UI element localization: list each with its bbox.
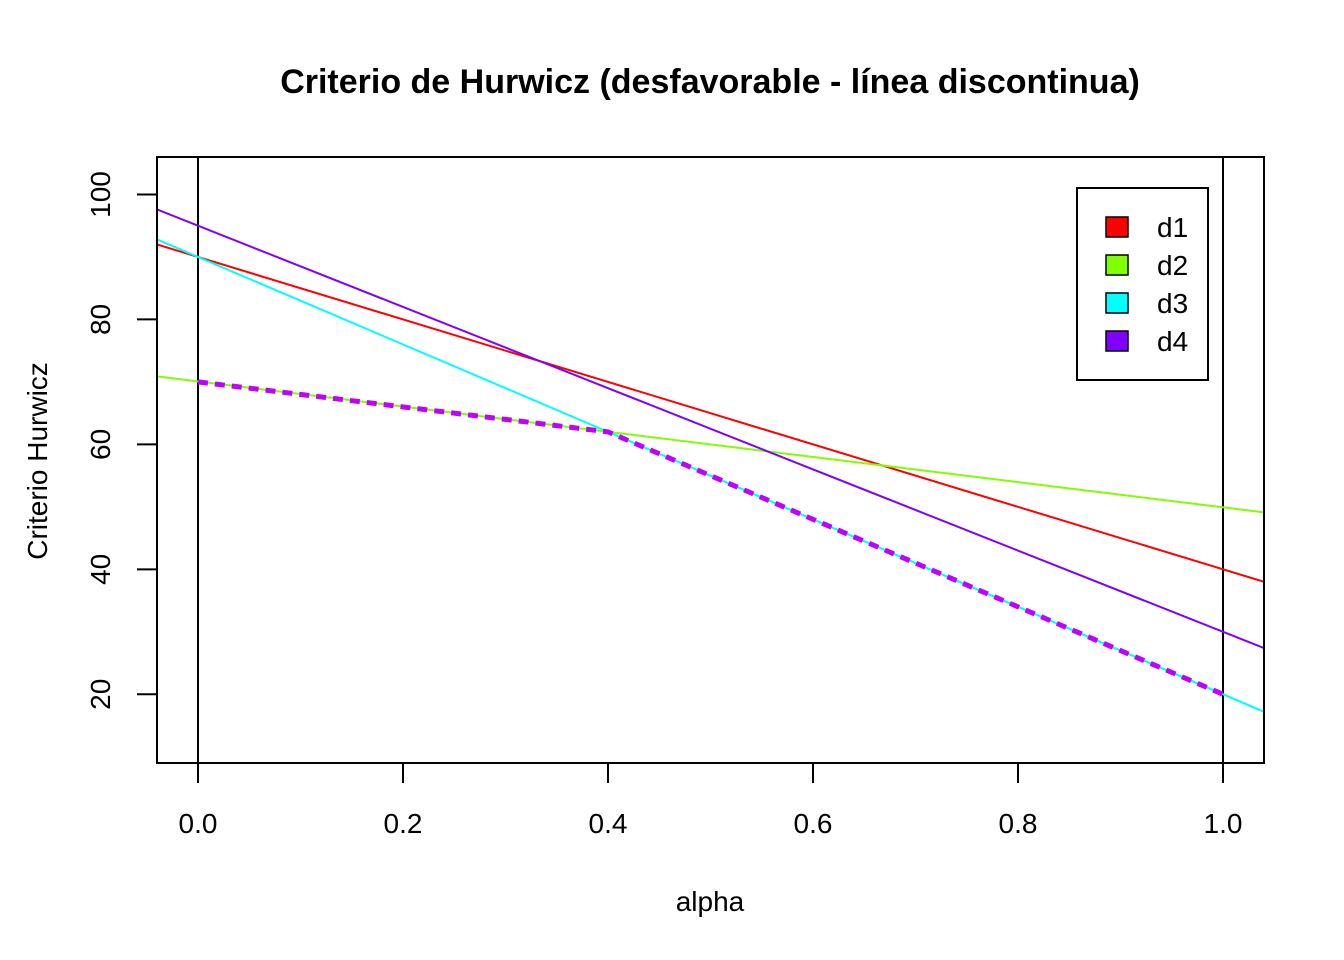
y-tick-label: 40	[85, 554, 116, 585]
x-tick-label: 1.0	[1204, 808, 1243, 839]
legend-swatch-d1	[1105, 216, 1129, 238]
y-axis-label: Criterio Hurwicz	[22, 362, 53, 560]
x-tick-label: 0.4	[589, 808, 628, 839]
y-tick-label: 100	[85, 171, 116, 218]
legend-swatch-d4	[1105, 330, 1129, 352]
y-tick-label: 60	[85, 429, 116, 460]
x-tick-label: 0.0	[179, 808, 218, 839]
legend-label-d2: d2	[1157, 250, 1188, 281]
series-line-d1	[157, 243, 1264, 583]
y-tick-label: 20	[85, 679, 116, 710]
y-tick-label: 80	[85, 304, 116, 335]
legend: d1 d2 d3 d4	[1076, 187, 1209, 381]
legend-label-d4: d4	[1157, 326, 1188, 357]
x-axis: 0.0 0.2 0.4 0.6 0.8 1.0	[179, 762, 1243, 839]
chart-title: Criterio de Hurwicz (desfavorable - líne…	[280, 63, 1140, 101]
worst-case-dashed-line	[197, 379, 1224, 697]
x-tick-label: 0.6	[794, 808, 833, 839]
plot-area	[157, 157, 1264, 763]
legend-box	[1076, 187, 1209, 381]
x-axis-label: alpha	[676, 886, 745, 917]
legend-swatch-d3	[1105, 292, 1129, 314]
legend-label-d1: d1	[1157, 212, 1188, 243]
y-axis: 20 40 60 80 100	[85, 171, 158, 710]
series-line-d4	[157, 208, 1264, 649]
legend-label-d3: d3	[1157, 288, 1188, 319]
legend-swatch-d2	[1105, 254, 1129, 276]
x-tick-label: 0.8	[999, 808, 1038, 839]
x-tick-label: 0.2	[384, 808, 423, 839]
